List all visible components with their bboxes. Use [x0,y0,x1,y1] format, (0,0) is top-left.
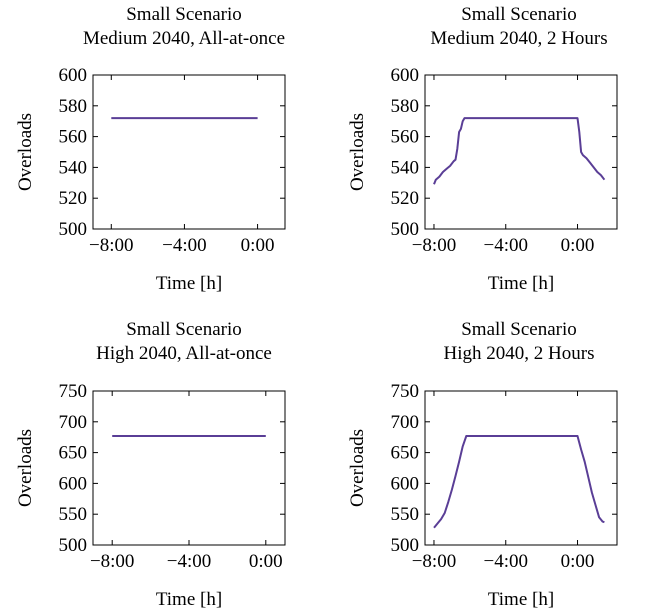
y-axis-label: Overloads [347,429,368,507]
y-tick-label: 550 [391,504,420,525]
y-tick-label: 600 [391,473,420,494]
y-tick-label: 700 [59,412,88,433]
plot-frame [424,390,618,546]
series-line [433,117,606,185]
x-tick-label: −8:00 [412,235,457,256]
y-tick-label: 700 [391,412,420,433]
x-axis-label: Time [h] [488,273,554,294]
x-axis-label: Time [h] [156,589,222,610]
x-tick-label: 0:00 [561,551,595,572]
series-line [433,435,605,529]
y-tick-label: 580 [391,96,420,117]
chart-title-line: Small Scenario [461,4,577,25]
y-tick-label: 520 [391,188,420,209]
y-tick-label: 500 [391,535,420,556]
y-tick-label: 600 [59,473,88,494]
chart-panel-1: Small Scenario Medium 2040, All-at-once 50… [15,4,286,294]
plot-frame [92,390,286,546]
y-tick-label: 540 [391,157,420,178]
y-tick-label: 750 [59,381,88,402]
x-tick-label: −4:00 [167,551,212,572]
chart-title-line: Small Scenario [461,319,577,340]
chart-title-line: Small Scenario [126,4,242,25]
x-tick-label: −8:00 [90,551,135,572]
chart-panel-3: Small Scenario High 2040, All-at-once 500 5… [15,319,286,610]
x-tick-label: −8:00 [89,235,134,256]
y-axis-label: Overloads [15,429,36,507]
x-tick-label: 0:00 [249,551,283,572]
x-tick-label: 0:00 [241,235,275,256]
y-tick-label: 580 [59,96,88,117]
y-tick-label: 520 [59,188,88,209]
chart-title-line: Small Scenario [126,319,242,340]
y-tick-label: 500 [391,219,420,240]
y-tick-label: 600 [391,65,420,86]
y-tick-label: 500 [59,535,88,556]
y-tick-label: 500 [59,219,88,240]
y-tick-label: 650 [391,443,420,464]
y-axis-label: Overloads [347,113,368,191]
x-tick-label: −8:00 [412,551,457,572]
chart-panel-4: Small Scenario High 2040, 2 Hours 500 550 60… [347,319,618,610]
chart-title-line: High 2040, All-at-once [96,343,272,364]
y-tick-label: 540 [59,157,88,178]
chart-title-line: Medium 2040, 2 Hours [430,28,607,49]
x-tick-label: −4:00 [162,235,207,256]
chart-panel-2: Small Scenario Medium 2040, 2 Hours 500 520… [347,4,618,294]
chart-title-line: High 2040, 2 Hours [444,343,595,364]
y-tick-label: 600 [59,65,88,86]
x-axis-label: Time [h] [156,273,222,294]
x-tick-label: −4:00 [483,235,528,256]
x-tick-label: −4:00 [483,551,528,572]
x-tick-label: 0:00 [561,235,595,256]
y-axis-label: Overloads [15,113,36,191]
y-tick-label: 750 [391,381,420,402]
y-tick-label: 550 [59,504,88,525]
plot-frame [92,74,286,230]
y-tick-label: 560 [391,127,420,148]
plot-frame [424,74,618,230]
x-axis-label: Time [h] [488,589,554,610]
y-tick-label: 650 [59,443,88,464]
y-tick-label: 560 [59,127,88,148]
chart-title-line: Medium 2040, All-at-once [83,28,285,49]
